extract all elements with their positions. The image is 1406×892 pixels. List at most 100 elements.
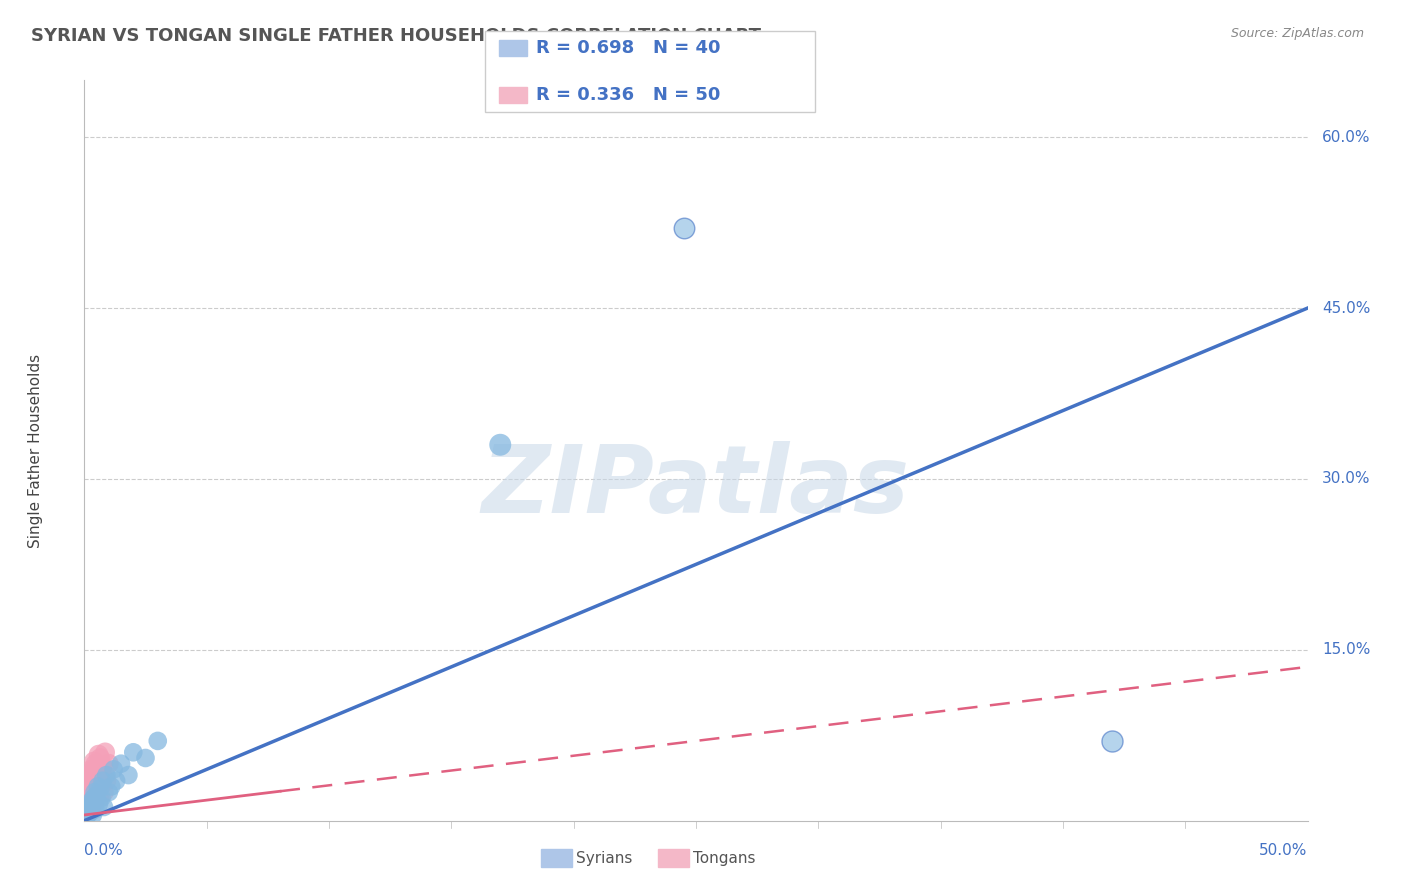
Point [105, 773, 128, 788]
Point [77, 768, 100, 782]
Point [1101, 734, 1123, 748]
Point [82, 785, 104, 799]
Point [84, 785, 107, 799]
Point [75, 789, 97, 803]
Point [76, 793, 98, 807]
Point [76, 777, 98, 791]
Text: R = 0.336   N = 50: R = 0.336 N = 50 [536, 86, 720, 103]
Point [146, 734, 169, 748]
Point [79, 797, 101, 811]
Point [117, 768, 139, 782]
Text: Syrians: Syrians [576, 851, 633, 865]
Text: 60.0%: 60.0% [1322, 129, 1371, 145]
Point [75, 810, 97, 824]
Text: 50.0%: 50.0% [1260, 843, 1308, 858]
Point [77, 805, 100, 820]
Text: Single Father Households: Single Father Households [28, 353, 44, 548]
Point [82, 770, 104, 784]
Point [83, 785, 105, 799]
Point [77, 806, 100, 821]
Point [79, 781, 101, 796]
Point [87, 797, 110, 811]
Text: 45.0%: 45.0% [1322, 301, 1371, 316]
Point [79, 789, 101, 803]
Point [87, 790, 110, 805]
Point [97, 756, 120, 771]
Point [76, 793, 98, 807]
Point [83, 798, 105, 813]
Point [83, 755, 105, 769]
Point [135, 751, 157, 765]
Point [83, 793, 105, 807]
Point [75, 790, 97, 805]
Point [79, 804, 101, 818]
Point [77, 781, 100, 796]
Point [76, 805, 98, 819]
Point [76, 780, 98, 794]
Point [89, 781, 111, 796]
Point [91, 759, 114, 773]
Point [80, 768, 103, 782]
Point [77, 802, 100, 816]
Point [83, 790, 105, 805]
Point [77, 797, 100, 811]
Point [100, 780, 122, 794]
Text: 30.0%: 30.0% [1322, 472, 1371, 486]
Point [84, 802, 107, 816]
Point [82, 793, 104, 807]
Point [90, 777, 112, 791]
Point [97, 785, 120, 799]
Point [86, 777, 108, 791]
Point [93, 785, 115, 799]
Point [84, 756, 107, 771]
Text: ZIPatlas: ZIPatlas [482, 442, 910, 533]
Point [87, 780, 110, 794]
Point [82, 790, 104, 805]
Text: R = 0.698   N = 40: R = 0.698 N = 40 [536, 39, 720, 57]
Point [86, 793, 108, 807]
Point [87, 770, 110, 784]
Point [76, 809, 98, 823]
Point [89, 765, 111, 780]
Point [489, 438, 512, 452]
Point [80, 797, 103, 811]
Point [76, 804, 98, 818]
Point [77, 805, 100, 819]
Point [94, 745, 117, 759]
Point [103, 763, 125, 777]
Point [90, 790, 112, 805]
Point [77, 785, 100, 799]
Point [80, 800, 103, 814]
Point [75, 797, 97, 811]
Point [77, 801, 100, 815]
Text: Tongans: Tongans [693, 851, 755, 865]
Text: SYRIAN VS TONGAN SINGLE FATHER HOUSEHOLDS CORRELATION CHART: SYRIAN VS TONGAN SINGLE FATHER HOUSEHOLD… [31, 27, 761, 45]
Point [96, 768, 118, 782]
Point [80, 763, 103, 777]
Point [86, 765, 108, 780]
Point [83, 780, 105, 794]
Text: 15.0%: 15.0% [1322, 642, 1371, 657]
Point [89, 751, 111, 765]
Point [82, 773, 104, 788]
Point [76, 808, 98, 822]
Point [75, 811, 97, 825]
Point [76, 806, 98, 821]
Point [75, 805, 97, 819]
Point [75, 800, 97, 814]
Text: Source: ZipAtlas.com: Source: ZipAtlas.com [1230, 27, 1364, 40]
Point [79, 770, 101, 784]
Text: 0.0%: 0.0% [84, 843, 124, 858]
Point [83, 790, 105, 805]
Point [91, 773, 114, 788]
Point [93, 800, 115, 814]
Point [76, 804, 98, 818]
Point [122, 745, 145, 759]
Point [77, 773, 100, 788]
Point [80, 802, 103, 816]
Point [84, 768, 107, 782]
Point [84, 789, 107, 803]
Point [87, 747, 110, 762]
Point [96, 773, 118, 788]
Point [80, 802, 103, 816]
